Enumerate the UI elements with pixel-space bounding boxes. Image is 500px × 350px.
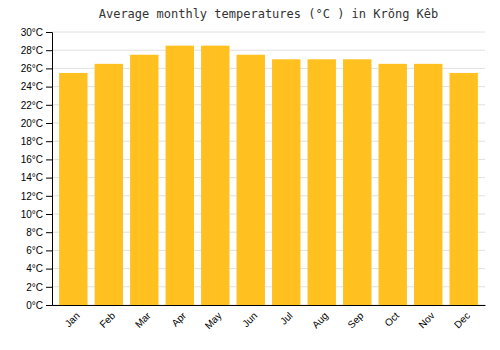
- x-tick: Mar: [133, 309, 153, 329]
- y-tick: 2°C: [26, 282, 52, 293]
- bar: [201, 46, 229, 305]
- x-tick: Jun: [240, 310, 259, 329]
- bar: [343, 59, 371, 305]
- bars: [59, 46, 478, 305]
- y-tick-mark: [46, 50, 52, 51]
- y-tick-label: 6°C: [26, 245, 43, 256]
- y-tick: 18°C: [21, 136, 52, 147]
- plot: 0°C 2°C 4°C 6°C 8°C 10°C 12°C 14°C 16°C 18°C 20°C 2…: [21, 27, 486, 331]
- x-tick-label: Oct: [382, 310, 401, 329]
- y-tick: 16°C: [21, 154, 52, 165]
- bar: [130, 55, 158, 305]
- x-tick: Apr: [169, 309, 188, 328]
- title: Average monthly temperatures (°C ) in Kr…: [99, 7, 439, 21]
- x-tick: Oct: [382, 310, 401, 329]
- grid: [52, 32, 485, 305]
- y-tick-mark: [46, 269, 52, 270]
- x-tick: Jan: [63, 310, 82, 329]
- y-tick-mark: [46, 214, 52, 215]
- y-axis-line: [46, 33, 53, 306]
- grid-line: [52, 50, 485, 51]
- y-tick-mark: [46, 178, 52, 179]
- y-tick-label: 28°C: [21, 45, 43, 56]
- grid-line: [52, 32, 485, 33]
- x-tick-label: Jul: [278, 310, 295, 327]
- y-tick-label: 24°C: [21, 81, 43, 92]
- x-axis-line: [53, 305, 486, 306]
- y-tick-mark: [46, 141, 52, 142]
- y-axis: 0°C 2°C 4°C 6°C 8°C 10°C 12°C 14°C 16°C 18°C 20°C 2…: [21, 27, 53, 311]
- x-tick-label: Aug: [310, 310, 330, 330]
- x-tick-label: Dec: [452, 310, 472, 330]
- y-tick-label: 26°C: [21, 63, 43, 74]
- x-axis: Jan Feb Mar Apr May Jun Jul Aug Sep Oct Nov Dec: [53, 306, 486, 332]
- x-tick-label: Jan: [63, 310, 82, 329]
- y-tick-label: 4°C: [26, 263, 43, 274]
- x-tick: Nov: [416, 310, 436, 330]
- x-tick: Feb: [97, 310, 117, 330]
- y-tick-mark: [46, 105, 52, 106]
- y-tick-mark: [46, 123, 52, 124]
- x-tick: May: [203, 310, 224, 331]
- x-tick: Aug: [310, 310, 330, 330]
- y-tick-mark: [46, 196, 52, 197]
- y-tick-mark: [46, 87, 52, 88]
- y-tick-label: 2°C: [26, 282, 43, 293]
- y-tick: 26°C: [21, 63, 52, 74]
- x-tick: Sep: [345, 310, 366, 331]
- y-tick: 14°C: [21, 172, 52, 183]
- bar: [414, 64, 442, 305]
- x-tick-label: Jun: [240, 310, 259, 329]
- y-tick: 4°C: [26, 263, 52, 274]
- y-tick-label: 0°C: [26, 300, 43, 311]
- y-tick: 30°C: [21, 27, 52, 38]
- y-tick-mark: [46, 287, 52, 288]
- bar: [95, 64, 123, 305]
- y-tick-label: 14°C: [21, 172, 43, 183]
- x-tick: Dec: [452, 310, 472, 330]
- y-tick-mark: [46, 159, 52, 160]
- y-tick-label: 18°C: [21, 136, 43, 147]
- bar: [450, 73, 478, 305]
- bar: [272, 59, 300, 305]
- x-tick-label: Mar: [133, 309, 153, 329]
- y-tick-mark: [46, 232, 52, 233]
- y-tick: 8°C: [26, 227, 52, 238]
- x-tick: Jul: [278, 310, 295, 327]
- y-tick-mark: [46, 305, 52, 306]
- x-tick-label: May: [203, 310, 224, 331]
- bar: [237, 55, 265, 305]
- y-tick: 28°C: [21, 45, 52, 56]
- bar: [308, 59, 336, 305]
- x-tick-label: Nov: [416, 310, 436, 330]
- y-tick: 24°C: [21, 81, 52, 92]
- y-tick-label: 20°C: [21, 118, 43, 129]
- y-tick-mark: [46, 250, 52, 251]
- y-tick-label: 22°C: [21, 100, 43, 111]
- bar: [379, 64, 407, 305]
- y-tick: 10°C: [21, 209, 52, 220]
- bar: [59, 73, 87, 305]
- y-tick-label: 12°C: [21, 191, 43, 202]
- y-tick-mark: [46, 32, 52, 33]
- y-tick: 22°C: [21, 100, 52, 111]
- y-tick-label: 16°C: [21, 154, 43, 165]
- x-tick-label: Sep: [345, 310, 366, 331]
- y-tick-mark: [46, 68, 52, 69]
- y-tick-label: 8°C: [26, 227, 43, 238]
- y-tick: 12°C: [21, 191, 52, 202]
- bar: [166, 46, 194, 305]
- y-tick: 6°C: [26, 245, 52, 256]
- y-tick: 20°C: [21, 118, 52, 129]
- x-tick-label: Apr: [169, 309, 188, 328]
- y-tick-label: 10°C: [21, 209, 43, 220]
- x-tick-label: Feb: [97, 310, 117, 330]
- y-tick: 0°C: [26, 300, 52, 311]
- y-tick-label: 30°C: [21, 27, 43, 38]
- chart: 0°C 2°C 4°C 6°C 8°C 10°C 12°C 14°C 16°C 18°C 20°C 2…: [0, 0, 500, 350]
